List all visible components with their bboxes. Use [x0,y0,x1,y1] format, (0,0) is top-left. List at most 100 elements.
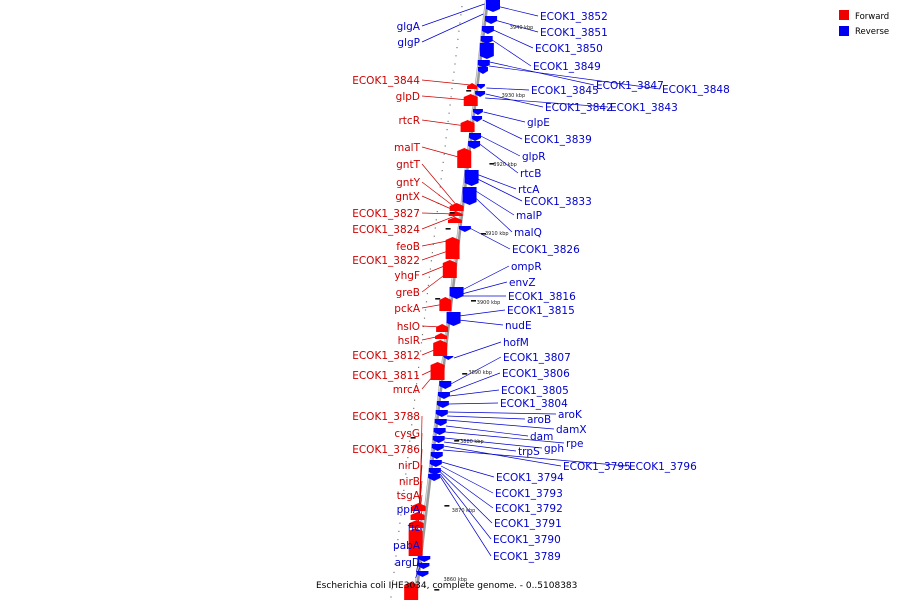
forward-gene-arrow [435,333,448,339]
forward-gene-arrow [433,340,448,356]
reverse-gene-connector [449,389,500,397]
forward-gene-label-ecok1-3827: ECOK1_3827 [352,208,420,220]
forward-gene-arrow [467,83,478,89]
scale-label: 3860 kbp [444,577,468,583]
forward-gene-arrow [447,217,462,223]
axis-tick [409,440,411,442]
reverse-gene-connector [440,471,493,524]
reverse-gene-connector [492,39,532,67]
reverse-gene-label-ecok1-3806: ECOK1_3806 [502,368,570,380]
reverse-gene-label-arok: aroK [558,409,583,421]
reverse-gene-connector [459,309,506,317]
reverse-gene-label-argd: argD [395,557,420,569]
reverse-gene-connector [439,475,492,557]
feature-mark [410,437,416,439]
axis-tick [412,416,414,418]
reverse-gene-label-ecok1-3789: ECOK1_3789 [493,551,561,563]
reverse-gene-connector [485,97,609,108]
forward-gene-arrow [430,362,445,380]
reverse-gene-arrow [481,26,494,34]
axis-tick [410,432,412,434]
forward-gene-label-malt: malT [394,142,421,154]
axis-tick [428,276,430,278]
forward-gene-label-ecok1-3786: ECOK1_3786 [352,444,420,456]
reverse-gene-arrow [446,312,461,326]
reverse-gene-arrow [429,460,442,467]
axis-tick [431,252,433,254]
reverse-gene-connector [489,61,595,86]
reverse-gene-connector [421,3,485,27]
reverse-gene-label-fic: fic [408,522,421,534]
reverse-gene-arrow [417,563,430,569]
reverse-gene-arrow [472,116,483,122]
reverse-gene-connector [482,119,523,140]
axis-tick [417,375,419,377]
axis-tick [399,522,401,524]
reverse-gene-label-ppia: ppiA [397,504,421,516]
feature-mark [489,163,495,165]
reverse-gene-connector [444,437,543,449]
reverse-gene-label-ecok1-3793: ECOK1_3793 [495,488,563,500]
axis-tick [405,473,407,475]
forward-gene-arrow [460,120,475,132]
legend-forward-label: Forward [855,12,889,22]
reverse-gene-connector [486,87,530,91]
reverse-gene-connector [480,135,521,157]
axis-tick [397,539,399,541]
axis-tick [423,317,426,319]
forward-gene-arrow [411,503,426,511]
reverse-gene-label-rtca: rtcA [518,184,540,196]
reverse-gene-arrow [449,287,464,299]
reverse-gene-connector [458,319,504,326]
reverse-gene-arrow [472,109,483,115]
forward-gene-label-mrca: mrcA [393,384,421,396]
reverse-gene-arrow [486,0,500,12]
forward-gene-connector [421,163,457,206]
axis-tick [402,498,404,500]
reverse-gene-label-ecok1-3791: ECOK1_3791 [494,518,562,530]
axis-tick [441,170,443,172]
forward-gene-arrow [457,148,472,168]
axis-tick [421,334,424,336]
axis-tick [393,571,395,573]
forward-gene-arrow [436,324,449,332]
reverse-gene-label-glpr: glpR [522,151,546,163]
forward-gene-label-yhgf: yhgF [394,270,420,282]
scale-label: 3940 kbp [510,25,534,31]
feature-mark [444,505,450,507]
axis-tick [416,383,418,385]
reverse-gene-connector [462,265,510,291]
reverse-gene-arrow [418,556,431,562]
reverse-gene-connector [441,461,495,478]
reverse-gene-label-ecok1-3807: ECOK1_3807 [503,352,571,364]
axis-tick [444,145,446,147]
reverse-gene-connector [493,29,534,49]
axis-tick [436,211,438,213]
reverse-gene-connector [479,143,519,174]
axis-tick [433,235,435,237]
reverse-gene-connector [448,402,499,405]
axis-tick [395,555,397,557]
axis-tick [426,293,428,295]
reverse-gene-arrow [430,452,443,459]
axis-tick [427,284,429,286]
reverse-gene-label-ompr: ompR [511,261,542,273]
forward-gene-arrow [408,528,423,556]
axis-tick [401,506,403,508]
axis-tick [443,153,445,155]
forward-gene-label-gntx: gntX [395,191,420,203]
axis-tick [394,563,396,565]
axis-tick [392,580,394,582]
axis-tick [454,63,456,65]
feature-mark [471,300,476,302]
reverse-gene-arrow [416,571,429,577]
reverse-gene-connector [446,419,555,430]
reverse-gene-arrow [485,16,498,24]
reverse-gene-label-arob: aroB [527,414,551,426]
reverse-gene-label-ecok1-3851: ECOK1_3851 [540,27,608,39]
feature-mark [435,298,441,300]
forward-gene-label-ecok1-3811: ECOK1_3811 [352,370,420,382]
forward-gene-label-glpd: glpD [396,91,420,103]
axis-tick [390,596,392,598]
reverse-gene-arrow [477,60,490,68]
